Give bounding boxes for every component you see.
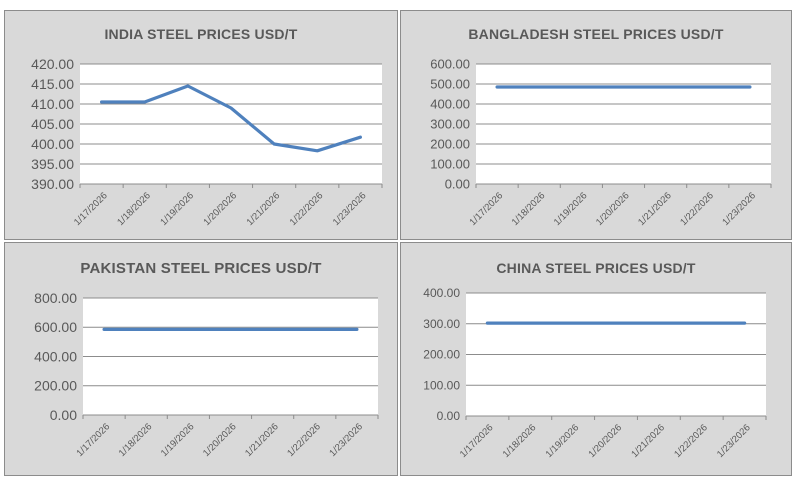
series-line [99, 84, 362, 153]
chart-title: PAKISTAN STEEL PRICES USD/T [80, 260, 322, 277]
y-tick-label: 390.00 [31, 176, 74, 192]
x-tick-label: 1/20/2026 [201, 421, 239, 459]
y-tick-label: 300.00 [430, 117, 470, 132]
x-tick-label: 1/19/2026 [544, 422, 582, 460]
bangladesh-chart-panel: BANGLADESH STEEL PRICES USD/T 0.00 100.00… [400, 10, 792, 240]
y-tick-label: 0.00 [437, 409, 461, 423]
x-tick-label: 1/21/2026 [636, 190, 674, 228]
chart-title: BANGLADESH STEEL PRICES USD/T [468, 26, 724, 42]
y-tick-label: 410.00 [31, 96, 74, 112]
y-tick-label: 400.00 [31, 136, 74, 152]
x-tick-label: 1/22/2026 [288, 190, 326, 228]
x-tick-label: 1/17/2026 [75, 421, 113, 459]
y-tick-label: 400.00 [34, 348, 77, 364]
y-tick-label: 0.00 [445, 177, 470, 192]
x-tick-label: 1/18/2026 [501, 422, 539, 460]
x-tick-label: 1/23/2026 [715, 422, 753, 460]
x-tick-label: 1/20/2026 [594, 190, 632, 228]
y-tick-label: 100.00 [423, 378, 460, 392]
y-tick-label: 0.00 [50, 407, 77, 423]
chart-title: CHINA STEEL PRICES USD/T [496, 260, 696, 276]
y-tick-label: 600.00 [34, 319, 77, 335]
y-tick-label: 395.00 [31, 156, 74, 172]
x-tick-label: 1/19/2026 [159, 421, 197, 459]
x-tick-label: 1/17/2026 [72, 190, 110, 228]
y-tick-label: 405.00 [31, 116, 74, 132]
x-tick-label: 1/21/2026 [629, 422, 667, 460]
y-tick-label: 800.00 [34, 290, 77, 306]
x-tick-label: 1/22/2026 [285, 421, 323, 459]
x-tick-label: 1/23/2026 [327, 421, 365, 459]
x-tick-label: 1/19/2026 [158, 190, 196, 228]
x-tick-label: 1/18/2026 [510, 190, 548, 228]
bangladesh-chart-svg: 0.00 100.00 200.00 300.00 400.00 500.00 600.00… [430, 57, 772, 228]
y-tick-label: 100.00 [430, 157, 470, 172]
x-tick-label: 1/22/2026 [678, 190, 716, 228]
chart-title: INDIA STEEL PRICES USD/T [104, 26, 298, 42]
x-tick-label: 1/23/2026 [331, 190, 369, 228]
y-tick-label: 200.00 [423, 348, 460, 362]
y-tick-label: 400.00 [423, 286, 460, 300]
y-tick-label: 420.00 [31, 56, 74, 72]
india-chart-panel: INDIA STEEL PRICES USD/T 390.00 395.00 400… [4, 10, 398, 240]
y-tick-label: 200.00 [34, 378, 77, 394]
china-chart-panel: CHINA STEEL PRICES USD/T 0.00 100.00 200.0… [400, 242, 792, 476]
y-tick-label: 200.00 [430, 137, 470, 152]
pakistan-chart-panel: PAKISTAN STEEL PRICES USD/T 0.00 200.00 40… [4, 242, 398, 476]
y-tick-label: 400.00 [430, 97, 470, 112]
x-tick-label: 1/18/2026 [117, 421, 155, 459]
x-tick-label: 1/21/2026 [243, 421, 281, 459]
x-tick-label: 1/21/2026 [245, 190, 283, 228]
y-tick-label: 600.00 [430, 57, 470, 72]
india-chart-svg: 390.00 395.00 400.00 405.00 410.00 415.00 420.… [31, 56, 383, 228]
x-tick-label: 1/18/2026 [115, 190, 153, 228]
x-tick-label: 1/20/2026 [201, 190, 239, 228]
x-tick-label: 1/17/2026 [468, 190, 506, 228]
y-tick-label: 415.00 [31, 76, 74, 92]
x-tick-label: 1/22/2026 [672, 422, 710, 460]
y-tick-label: 300.00 [423, 317, 460, 331]
y-tick-label: 500.00 [430, 77, 470, 92]
x-tick-label: 1/19/2026 [552, 190, 590, 228]
x-tick-label: 1/17/2026 [458, 422, 496, 460]
x-tick-label: 1/20/2026 [586, 422, 624, 460]
x-tick-label: 1/23/2026 [720, 190, 758, 228]
